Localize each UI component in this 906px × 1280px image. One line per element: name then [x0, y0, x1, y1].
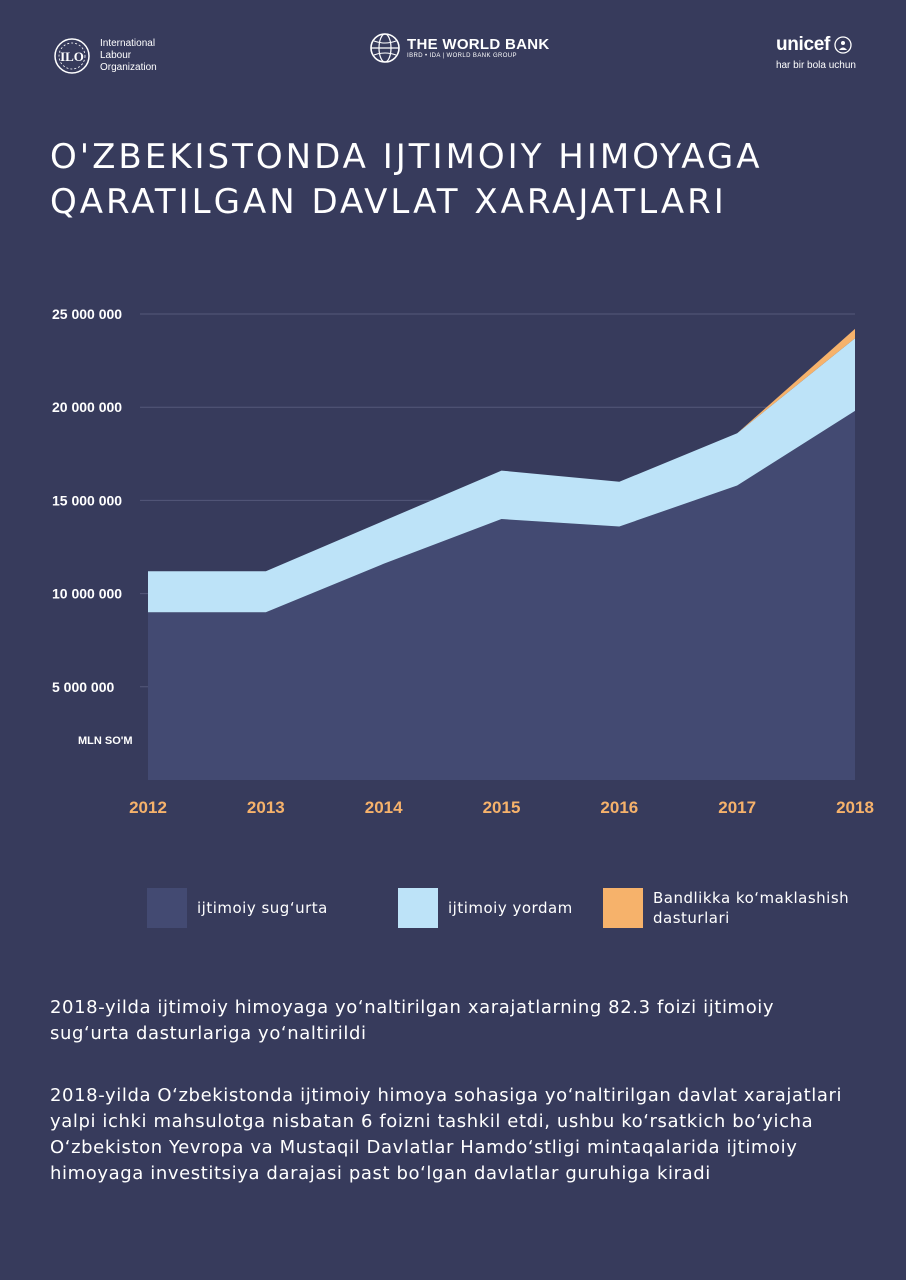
ilo-line1: International — [100, 38, 156, 49]
unicef-logo: unicef har bir bola uchun — [776, 34, 856, 71]
y-tick-label: 25 000 000 — [52, 306, 122, 322]
unicef-emblem-icon — [834, 36, 852, 54]
y-tick-label: 15 000 000 — [52, 492, 122, 508]
legend-label-assistance: ijtimoiy yordam — [448, 898, 573, 918]
legend-label-employment-line2: dasturlari — [653, 909, 730, 927]
legend-label-insurance-line1: ijtimoiy sug‘urta — [197, 899, 328, 917]
legend-label-employment: Bandlikka ko‘maklashish dasturlari — [653, 888, 849, 928]
x-tick-label: 2016 — [600, 798, 638, 817]
y-tick-label: 5 000 000 — [52, 679, 114, 695]
series-area-0 — [148, 410, 855, 780]
worldbank-logo: THE WORLD BANK IBRD • IDA | WORLD BANK G… — [369, 32, 550, 64]
title-line2: QARATILGAN DAVLAT XARAJATLARI — [50, 182, 727, 222]
ilo-emblem-icon: ILO — [54, 38, 90, 74]
x-tick-label: 2017 — [718, 798, 756, 817]
title-line1: O'ZBEKISTONDA IJTIMOIY HIMOYAGA — [50, 137, 763, 177]
globe-icon — [370, 33, 400, 63]
paragraph-share: 2018-yilda ijtimoiy himoyaga yo‘naltiril… — [50, 997, 775, 1044]
legend-item-assistance: ijtimoiy yordam — [398, 888, 573, 928]
legend-label-employment-line1: Bandlikka ko‘maklashish — [653, 889, 850, 907]
x-tick-label: 2014 — [365, 798, 403, 817]
ilo-line2: Labour — [100, 50, 132, 61]
ilo-logo: ILO International Labour Organization — [52, 36, 180, 76]
legend-swatch-assistance — [398, 888, 438, 928]
legend-label-insurance: ijtimoiy sug‘urta — [197, 898, 328, 918]
x-tick-label: 2015 — [483, 798, 521, 817]
x-tick-label: 2012 — [129, 798, 167, 817]
legend-item-employment: Bandlikka ko‘maklashish dasturlari — [603, 888, 849, 928]
worldbank-name: THE WORLD BANK — [407, 36, 550, 53]
stacked-area-chart: 5 000 000 10 000 000 15 000 000 20 000 000 2… — [52, 306, 874, 817]
legend-swatch-employment — [603, 888, 643, 928]
y-tick-label: 10 000 000 — [52, 586, 122, 602]
x-tick-label: 2018 — [836, 798, 874, 817]
y-axis-label: MLN SO'M — [78, 735, 133, 747]
paragraph-gdp: 2018-yilda O‘zbekistonda ijtimoiy himoya… — [50, 1085, 843, 1184]
unicef-tagline: har bir bola uchun — [775, 60, 856, 71]
chart-legend: ijtimoiy sug‘urta ijtimoiy yordam Bandli… — [0, 888, 906, 948]
y-tick-label: 20 000 000 — [52, 399, 122, 415]
header: ILO International Labour Organization TH… — [0, 30, 906, 90]
series-area-1 — [148, 338, 855, 613]
page-title: O'ZBEKISTONDA IJTIMOIY HIMOYAGA QARATILG… — [50, 135, 830, 225]
ilo-line3: Organization — [100, 62, 157, 73]
legend-swatch-insurance — [147, 888, 187, 928]
svg-text:ILO: ILO — [60, 49, 84, 64]
legend-item-insurance: ijtimoiy sug‘urta — [147, 888, 328, 928]
legend-label-assistance-line1: ijtimoiy yordam — [448, 899, 573, 917]
x-tick-label: 2013 — [247, 798, 285, 817]
worldbank-sub: IBRD • IDA | WORLD BANK GROUP — [407, 53, 517, 59]
unicef-name: unicef — [775, 34, 831, 55]
